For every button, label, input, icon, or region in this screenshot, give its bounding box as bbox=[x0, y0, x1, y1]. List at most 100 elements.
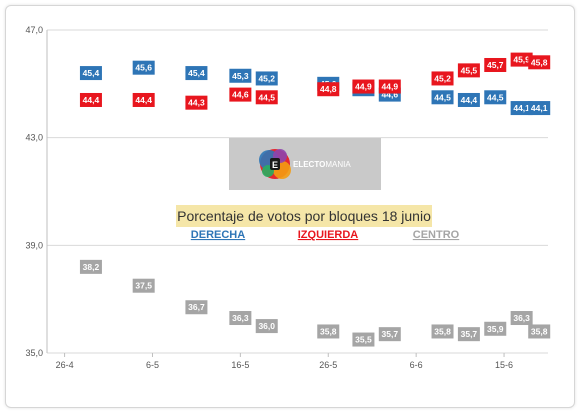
data-point-marker bbox=[185, 66, 208, 81]
data-label: 36,7 bbox=[188, 302, 205, 312]
data-point: 45,9 bbox=[510, 52, 533, 67]
data-point-marker bbox=[185, 300, 208, 315]
logo-emblem-icon: E bbox=[259, 149, 291, 179]
data-points: 45,445,645,445,345,245,044,844,644,544,4… bbox=[79, 52, 551, 347]
data-point-marker bbox=[528, 324, 551, 339]
logo-background bbox=[229, 138, 381, 190]
data-point: 38,2 bbox=[79, 259, 102, 274]
data-point: 45,6 bbox=[132, 60, 155, 75]
data-point-marker bbox=[378, 327, 401, 342]
data-point: 35,7 bbox=[378, 327, 401, 342]
data-point-marker bbox=[484, 57, 507, 72]
y-tick-label: 35,0 bbox=[25, 348, 43, 358]
data-label: 37,5 bbox=[135, 281, 152, 291]
data-point: 36,3 bbox=[229, 311, 252, 326]
data-point-marker bbox=[378, 79, 401, 94]
data-point: 44,8 bbox=[317, 82, 340, 97]
data-label: 45,4 bbox=[83, 68, 100, 78]
data-point: 45,4 bbox=[185, 66, 208, 81]
data-point: 37,5 bbox=[132, 278, 155, 293]
data-label: 44,6 bbox=[232, 90, 249, 100]
logo: E ELECTOMANIA bbox=[229, 138, 381, 190]
data-point-marker bbox=[457, 327, 480, 342]
data-label: 38,2 bbox=[83, 262, 100, 272]
legend-entry: IZQUIERDA bbox=[298, 229, 359, 241]
data-label: 36,0 bbox=[258, 321, 275, 331]
data-point-marker bbox=[255, 90, 278, 105]
data-label: 45,3 bbox=[232, 71, 249, 81]
data-point: 45,2 bbox=[255, 71, 278, 86]
data-label: 45,2 bbox=[258, 73, 275, 83]
data-label: 35,8 bbox=[434, 326, 451, 336]
data-point-marker bbox=[132, 278, 155, 293]
data-point-marker bbox=[229, 311, 252, 326]
data-point-marker bbox=[79, 259, 102, 274]
data-label: 44,4 bbox=[461, 95, 478, 105]
axes: 35,0 39,0 43,0 47,0 26-4 6-5 16-5 26-5 6-6 15-6 bbox=[25, 25, 513, 370]
chart-title-background bbox=[176, 205, 432, 227]
data-point-marker bbox=[229, 87, 252, 102]
data-point: 35,8 bbox=[528, 324, 551, 339]
data-label: 44,4 bbox=[135, 95, 152, 105]
legend-entry: DERECHA bbox=[191, 229, 245, 241]
data-point: 36,3 bbox=[510, 311, 533, 326]
data-point-marker bbox=[431, 90, 454, 105]
data-point-marker bbox=[457, 63, 480, 78]
data-point: 45,2 bbox=[431, 71, 454, 86]
data-label: 36,3 bbox=[513, 313, 530, 323]
data-point: 45,5 bbox=[457, 63, 480, 78]
data-label: 45,7 bbox=[487, 60, 504, 70]
data-point: 44,1 bbox=[510, 101, 533, 116]
y-tick-label: 43,0 bbox=[25, 133, 43, 143]
data-point-marker bbox=[132, 60, 155, 75]
data-label: 45,6 bbox=[135, 63, 152, 73]
data-point-marker bbox=[484, 321, 507, 336]
gridlines bbox=[47, 29, 548, 354]
data-point-marker bbox=[457, 92, 480, 107]
data-point-marker bbox=[229, 68, 252, 83]
data-point-marker bbox=[352, 79, 375, 94]
data-point-marker bbox=[79, 66, 102, 81]
data-point: 44,5 bbox=[484, 90, 507, 105]
data-label: 45,2 bbox=[434, 73, 451, 83]
x-tick-label: 16-5 bbox=[231, 360, 249, 370]
chart-title: Porcentaje de votos por bloques 18 junio bbox=[177, 208, 431, 224]
data-point: 35,5 bbox=[352, 332, 375, 347]
data-label: 44,5 bbox=[434, 92, 451, 102]
y-tick-label: 47,0 bbox=[25, 25, 43, 35]
data-label: 36,3 bbox=[232, 313, 249, 323]
data-label: 44,3 bbox=[188, 98, 205, 108]
data-point-marker bbox=[132, 92, 155, 107]
data-point: 35,8 bbox=[317, 324, 340, 339]
data-point-marker bbox=[510, 311, 533, 326]
data-point-marker bbox=[510, 52, 533, 67]
data-point: 36,7 bbox=[185, 300, 208, 315]
data-point-marker bbox=[510, 101, 533, 116]
data-point: 35,7 bbox=[457, 327, 480, 342]
data-point-marker bbox=[528, 101, 551, 116]
data-label: 35,8 bbox=[531, 326, 548, 336]
data-label: 44,4 bbox=[83, 95, 100, 105]
data-point-marker bbox=[528, 55, 551, 70]
data-point: 45,8 bbox=[528, 55, 551, 70]
data-point: 44,5 bbox=[255, 90, 278, 105]
data-point: 44,6 bbox=[229, 87, 252, 102]
data-label: 35,7 bbox=[382, 329, 399, 339]
data-label: 35,9 bbox=[487, 324, 504, 334]
data-label: 45,4 bbox=[188, 68, 205, 78]
data-point-marker bbox=[317, 324, 340, 339]
x-tick-label: 26-5 bbox=[319, 360, 337, 370]
data-point: 44,4 bbox=[79, 92, 102, 107]
data-point-marker bbox=[317, 82, 340, 97]
data-point-marker bbox=[255, 71, 278, 86]
data-point: 45,3 bbox=[229, 68, 252, 83]
data-label: 44,6 bbox=[382, 90, 399, 100]
data-label: 44,1 bbox=[513, 103, 530, 113]
legend: DERECHA IZQUIERDA CENTRO bbox=[191, 229, 460, 241]
data-label: 44,1 bbox=[531, 103, 548, 113]
chart-title-group: Porcentaje de votos por bloques 18 junio bbox=[176, 205, 432, 227]
data-point: 44,4 bbox=[457, 92, 480, 107]
data-label: 44,5 bbox=[487, 92, 504, 102]
data-label: 35,8 bbox=[320, 326, 337, 336]
